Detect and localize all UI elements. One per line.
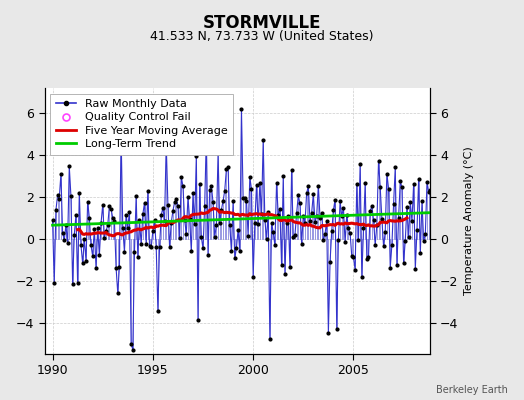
Text: STORMVILLE: STORMVILLE — [203, 14, 321, 32]
Y-axis label: Temperature Anomaly (°C): Temperature Anomaly (°C) — [464, 147, 474, 295]
Legend: Raw Monthly Data, Quality Control Fail, Five Year Moving Average, Long-Term Tren: Raw Monthly Data, Quality Control Fail, … — [50, 94, 233, 155]
Text: 41.533 N, 73.733 W (United States): 41.533 N, 73.733 W (United States) — [150, 30, 374, 43]
Text: Berkeley Earth: Berkeley Earth — [436, 385, 508, 395]
